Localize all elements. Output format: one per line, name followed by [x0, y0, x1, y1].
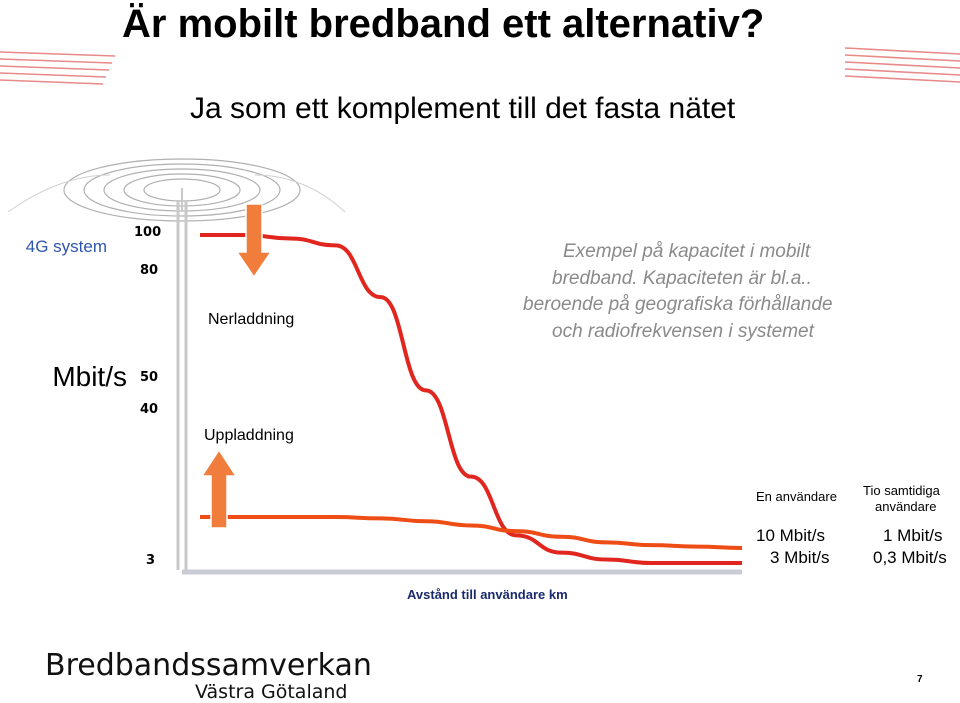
- brand-subname: Västra Götaland: [195, 681, 348, 703]
- upload-arrow-icon: [200, 448, 238, 529]
- stripe-line: [0, 65, 110, 71]
- page-title: Är mobilt bredband ett alternativ?: [122, 2, 765, 46]
- signal-wave: [103, 168, 261, 212]
- note-line: bredband. Kapaciteten är bl.a..: [552, 268, 812, 289]
- note-line: och radiofrekvensen i systemet: [552, 321, 815, 342]
- page-subtitle: Ja som ett komplement till det fasta nät…: [190, 92, 736, 125]
- stripe-line: [0, 51, 116, 57]
- y-tick-label: 100: [134, 225, 161, 240]
- stripe-line: [844, 75, 960, 83]
- one-user-header: En användare: [756, 489, 837, 504]
- brand-name: Bredbandssamverkan: [45, 648, 372, 683]
- cell-tower-icon: [176, 188, 188, 570]
- decorative-stripes: [0, 47, 960, 85]
- upload-label: Uppladdning: [204, 427, 294, 444]
- download-arrow-icon: [235, 203, 273, 279]
- signal-wave: [83, 163, 281, 217]
- one-user-upload-value: 3 Mbit/s: [770, 548, 830, 567]
- x-axis-label: Avstånd till användare km: [407, 587, 568, 602]
- signal-wave: [254, 174, 346, 213]
- signal-wave: [7, 174, 111, 213]
- stripe-line: [844, 54, 960, 62]
- note-line: Exempel på kapacitet i mobilt: [563, 241, 811, 262]
- ten-users-upload-value: 0,3 Mbit/s: [873, 548, 947, 567]
- capacity-note: Exempel på kapacitet i mobilt bredband. …: [523, 241, 833, 342]
- one-user-download-value: 10 Mbit/s: [756, 526, 825, 545]
- y-tick-label: 3: [146, 553, 155, 568]
- note-line: beroende på geografiska förhållande: [523, 294, 833, 315]
- signal-waves-icon: [7, 158, 346, 222]
- y-tick-label: 50: [140, 370, 158, 385]
- stripe-line: [0, 72, 107, 78]
- stripe-line: [844, 68, 960, 76]
- y-axis-label: Mbit/s: [52, 361, 127, 392]
- system-label: 4G system: [26, 237, 107, 256]
- y-tick-label: 80: [140, 263, 158, 278]
- download-label: Nerladdning: [208, 311, 294, 328]
- ten-users-header: användare: [875, 499, 936, 514]
- upload-series-line: [200, 515, 743, 550]
- stripe-line: [0, 79, 104, 85]
- stripe-line: [844, 61, 960, 69]
- download-series-line: [200, 233, 742, 565]
- ten-users-download-value: 1 Mbit/s: [883, 526, 943, 545]
- stripe-line: [844, 47, 960, 55]
- capacity-chart: 4G system Mbit/s 100 80 50 40 3 Nerladdn…: [7, 158, 947, 602]
- signal-wave: [63, 158, 301, 222]
- y-tick-label: 40: [140, 402, 158, 417]
- brand-logo: Bredbandssamverkan Västra Götaland: [45, 648, 372, 703]
- page-number: 7: [917, 674, 923, 685]
- ten-users-header: Tio samtidiga: [863, 483, 941, 498]
- stripe-line: [0, 58, 113, 64]
